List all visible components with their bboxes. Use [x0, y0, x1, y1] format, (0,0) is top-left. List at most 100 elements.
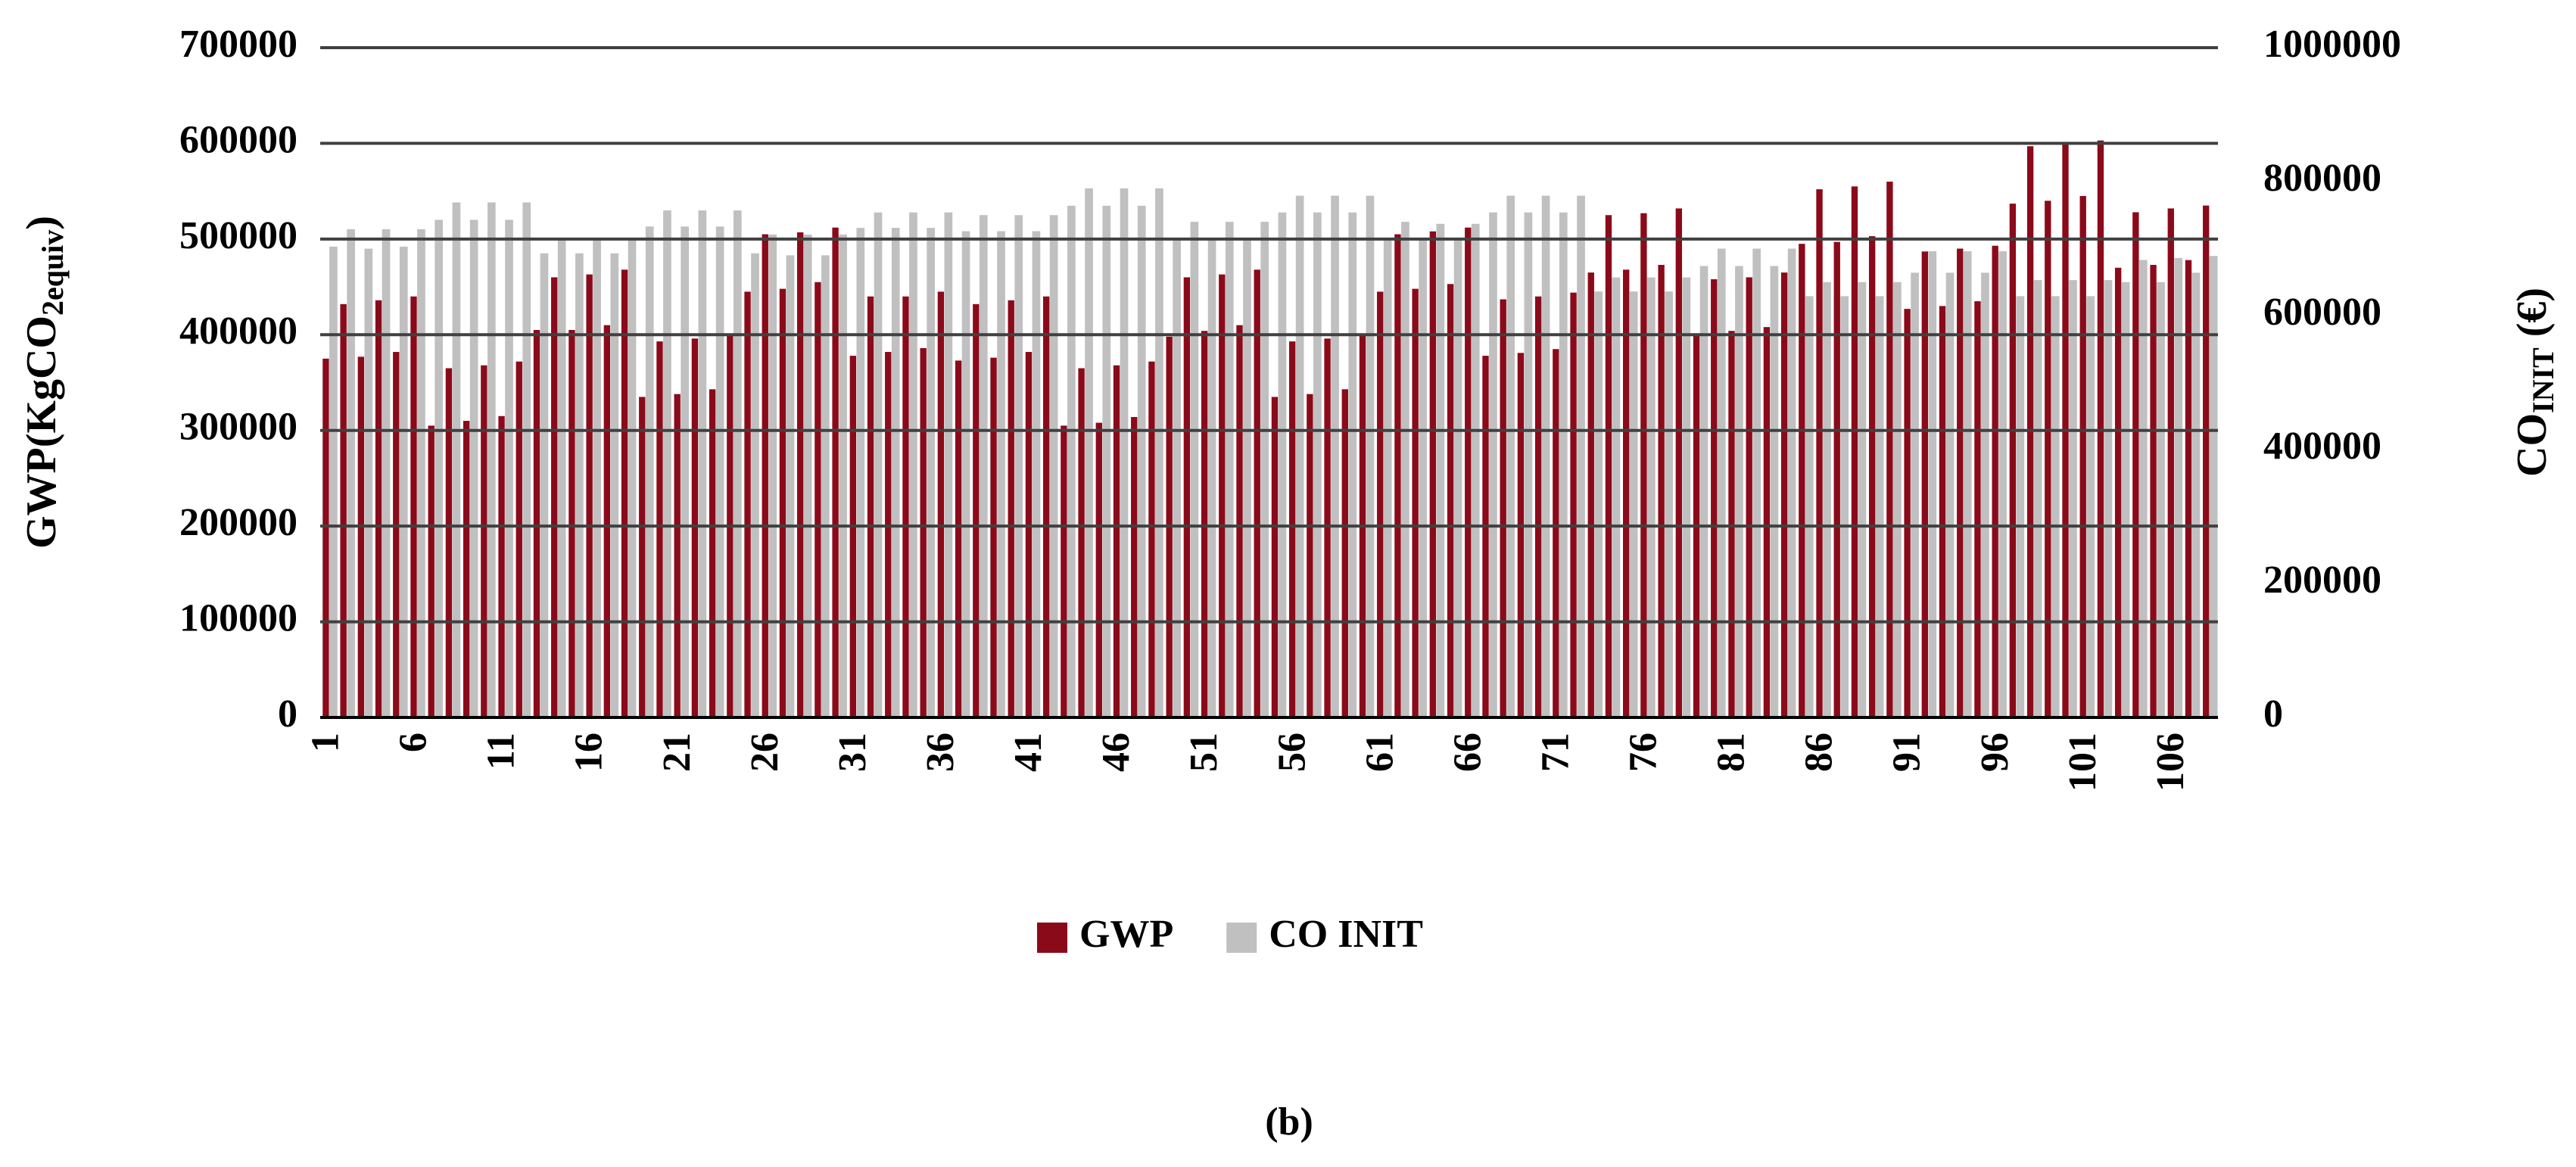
- bar: [322, 358, 329, 717]
- x-tick-label: 31: [831, 733, 874, 772]
- bar: [663, 210, 671, 717]
- bar: [1120, 188, 1129, 718]
- bar: [1805, 296, 1814, 718]
- x-tick-label: 91: [1886, 733, 1929, 772]
- bar: [533, 329, 540, 717]
- y-label-part: GWP(KgCO: [18, 316, 65, 549]
- bar: [2191, 272, 2201, 717]
- bar: [656, 341, 663, 717]
- bar: [340, 303, 347, 717]
- bar: [1963, 251, 1972, 717]
- bar: [469, 219, 478, 717]
- bar: [1629, 291, 1638, 717]
- bar: [1957, 248, 1964, 717]
- bar: [1366, 195, 1375, 718]
- bar: [1763, 327, 1771, 718]
- bar: [1787, 248, 1796, 717]
- bar: [575, 253, 584, 717]
- bar: [1823, 282, 1831, 717]
- bar: [357, 356, 365, 717]
- bar: [1752, 248, 1761, 717]
- y2-tick-label: 1000000: [2263, 23, 2401, 66]
- bar: [551, 277, 558, 717]
- bar: [1489, 212, 1497, 718]
- bar: [1190, 222, 1199, 718]
- bar: [1324, 338, 1331, 717]
- bar: [1500, 299, 1506, 717]
- x-tick-label: 41: [1007, 733, 1050, 772]
- bar: [1559, 212, 1568, 718]
- y2-label-part: CO: [2509, 413, 2556, 477]
- bar: [410, 296, 417, 717]
- bar: [522, 202, 531, 717]
- bar: [1612, 277, 1621, 717]
- bar: [1886, 182, 1893, 717]
- bar: [1348, 212, 1357, 718]
- bar: [463, 421, 470, 717]
- bar: [927, 228, 935, 717]
- bar: [593, 239, 601, 717]
- bar: [2209, 256, 2218, 717]
- bar: [1605, 215, 1612, 717]
- bar: [2086, 296, 2095, 718]
- x-tick-label: 11: [480, 733, 523, 770]
- bar: [1594, 291, 1603, 717]
- bar: [347, 229, 355, 718]
- bar: [1183, 277, 1191, 717]
- bar: [1447, 284, 1454, 717]
- bar: [1911, 272, 1919, 717]
- bar: [1113, 365, 1120, 717]
- bar: [990, 357, 997, 717]
- bar: [849, 356, 856, 717]
- bar: [1042, 296, 1050, 717]
- x-tick-label: 26: [743, 733, 787, 772]
- bar: [1085, 188, 1093, 718]
- bar: [1682, 277, 1691, 717]
- bar: [979, 215, 988, 717]
- bar: [1506, 195, 1515, 718]
- x-tick-label: 66: [1446, 733, 1489, 772]
- y2-tick-label: 200000: [2263, 559, 2381, 602]
- bar: [1647, 277, 1656, 717]
- bar: [902, 296, 909, 717]
- bar: [1623, 269, 1630, 717]
- bar: [603, 325, 611, 718]
- bar: [1148, 361, 1155, 717]
- bar: [821, 255, 830, 718]
- bar: [944, 212, 953, 718]
- bar: [1939, 306, 1946, 717]
- bar: [744, 291, 751, 718]
- bar: [1471, 223, 1480, 717]
- bar: [2016, 296, 2025, 718]
- y-tick-label: 400000: [179, 310, 297, 353]
- x-tick-label: 96: [1973, 733, 2017, 772]
- bar: [1137, 205, 1146, 717]
- bar: [1928, 251, 1937, 717]
- y-label-part: ): [18, 216, 65, 230]
- bar: [2185, 260, 2192, 718]
- x-tick-label: 6: [392, 733, 435, 752]
- caption: (b): [1265, 1100, 1313, 1144]
- y-tick-label: 600000: [179, 118, 297, 161]
- bar: [1816, 189, 1823, 718]
- bar: [2104, 280, 2113, 718]
- bar: [1524, 212, 1533, 718]
- y-tick-label: 300000: [179, 406, 297, 449]
- bar: [1401, 222, 1409, 718]
- bar: [768, 234, 777, 717]
- bar: [1412, 288, 1419, 718]
- bar: [628, 239, 637, 717]
- bar: [803, 234, 812, 717]
- bar: [1921, 251, 1928, 717]
- bar: [1640, 213, 1647, 717]
- y-tick-label: 0: [278, 692, 297, 736]
- bar: [2150, 264, 2157, 717]
- bar: [1173, 239, 1181, 717]
- bar: [428, 425, 435, 717]
- legend-swatch: [1226, 923, 1257, 953]
- bar: [796, 232, 804, 717]
- bar: [715, 226, 724, 717]
- y-tick-label: 200000: [179, 501, 297, 544]
- bar: [1201, 331, 1208, 717]
- legend-label: CO INIT: [1269, 913, 1423, 956]
